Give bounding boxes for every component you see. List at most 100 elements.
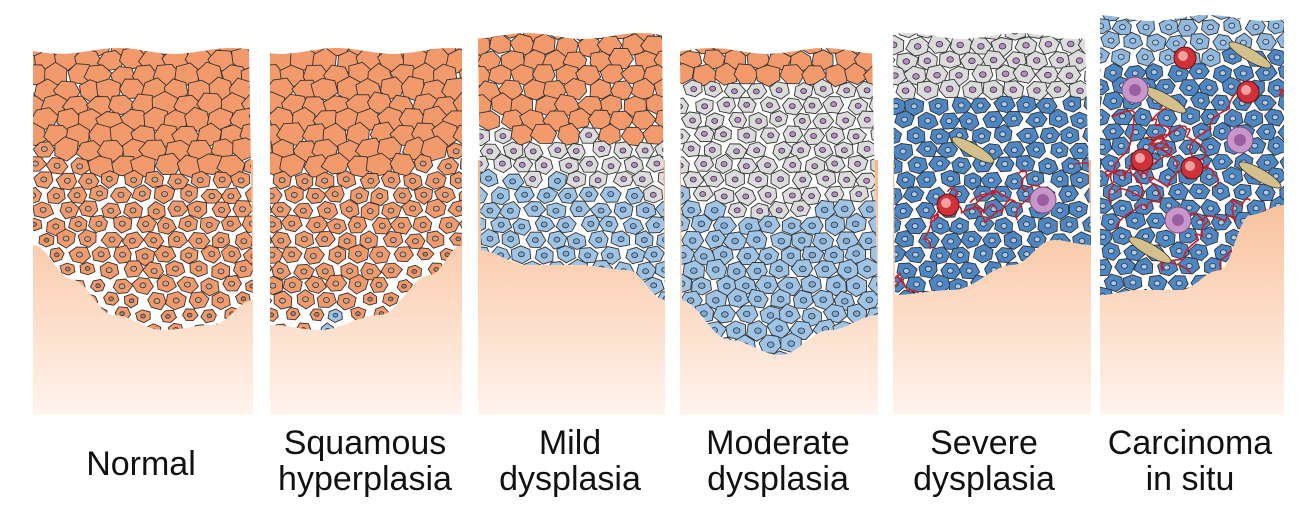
cell-nucleus — [936, 223, 944, 230]
cell-nucleus — [711, 118, 719, 124]
cell-nucleus — [808, 222, 816, 229]
cell-nucleus — [249, 283, 253, 289]
cell-nucleus — [912, 251, 919, 258]
cell-nucleus — [1117, 143, 1125, 149]
cell-nucleus — [509, 178, 516, 185]
cell-nucleus — [259, 266, 265, 271]
cell-nucleus — [799, 297, 808, 304]
cell-nucleus — [1294, 113, 1300, 118]
cell-nucleus — [239, 265, 247, 272]
caption-line: hyperplasia — [278, 460, 452, 498]
cell-nucleus — [753, 236, 761, 243]
cell-nucleus — [955, 72, 963, 79]
cell-nucleus — [886, 117, 892, 122]
cell-nucleus — [259, 327, 264, 331]
cell-nucleus — [397, 222, 405, 229]
cell-nucleus — [764, 253, 772, 260]
cell-nucleus — [788, 222, 796, 229]
cell — [452, 91, 462, 115]
cell-nucleus — [1011, 33, 1019, 35]
cell-nucleus — [819, 147, 826, 153]
cell-nucleus — [733, 207, 741, 214]
cell-nucleus — [354, 250, 362, 257]
cell-nucleus — [699, 191, 707, 198]
cell-nucleus — [680, 103, 683, 110]
cell-nucleus — [1140, 263, 1148, 270]
fibroblast — [951, 136, 995, 164]
caption-mild-dysplasia: Mild dysplasia — [472, 425, 668, 497]
cell-nucleus — [444, 163, 452, 170]
cell-nucleus — [1129, 37, 1137, 44]
cell-nucleus — [366, 208, 374, 214]
cell — [253, 323, 268, 335]
cell-nucleus — [1033, 236, 1041, 243]
cell-nucleus — [936, 160, 944, 167]
cell-nucleus — [1263, 159, 1271, 166]
cell-nucleus — [165, 314, 171, 319]
cell-nucleus — [743, 132, 751, 139]
cell-nucleus — [912, 132, 920, 139]
cell-nucleus — [1263, 128, 1271, 135]
cell-nucleus — [95, 220, 103, 227]
mitotic-cell-highlight — [1178, 51, 1188, 61]
cell-nucleus — [680, 133, 684, 140]
cell-nucleus — [690, 267, 698, 274]
cell-nucleus — [1023, 221, 1030, 228]
cell-nucleus — [321, 236, 329, 242]
cell-nucleus — [1197, 97, 1205, 104]
cell-nucleus — [979, 250, 987, 257]
cell-nucleus — [763, 282, 772, 289]
cell — [680, 128, 691, 146]
cell-nucleus — [642, 268, 650, 275]
cell-nucleus — [797, 205, 804, 212]
cell-nucleus — [84, 266, 91, 271]
cell-nucleus — [218, 176, 226, 183]
cell-nucleus — [987, 177, 995, 184]
cell-nucleus — [922, 207, 930, 214]
cell-nucleus — [840, 147, 848, 154]
cell-nucleus — [879, 26, 886, 32]
cell-nucleus — [605, 220, 613, 227]
cell-nucleus — [932, 193, 940, 200]
cell-nucleus — [278, 177, 286, 184]
cell-nucleus — [1088, 131, 1091, 138]
cell — [1277, 93, 1284, 112]
cell-nucleus — [661, 146, 665, 153]
cell-nucleus — [540, 252, 548, 259]
cell-nucleus — [313, 222, 321, 228]
cell-nucleus — [798, 117, 806, 124]
cell-nucleus — [331, 191, 339, 198]
cell-nucleus — [262, 239, 268, 244]
cell — [478, 138, 479, 159]
cell-nucleus — [843, 87, 851, 94]
atypical-nucleus — [1037, 194, 1049, 206]
cell-nucleus — [852, 133, 860, 140]
cell-nucleus — [185, 252, 192, 259]
cell-nucleus — [977, 43, 985, 50]
cell-nucleus — [562, 250, 570, 257]
cell-nucleus — [398, 192, 406, 199]
cell — [1189, 15, 1208, 24]
cell-nucleus — [431, 235, 439, 242]
cell-nucleus — [1044, 163, 1052, 169]
cell-nucleus — [956, 223, 964, 230]
cell — [870, 244, 878, 265]
cell — [33, 108, 37, 130]
cell-nucleus — [288, 251, 296, 258]
atypical-nucleus — [1172, 214, 1184, 226]
cell-nucleus — [734, 295, 742, 302]
cell — [657, 170, 665, 187]
cell-nucleus — [518, 223, 526, 230]
cell-nucleus — [194, 297, 202, 303]
cell-nucleus — [85, 178, 93, 185]
cell — [14, 143, 32, 159]
cell-nucleus — [552, 207, 560, 214]
cell-nucleus — [1078, 238, 1086, 244]
cell-nucleus — [956, 41, 964, 49]
cell-nucleus — [276, 267, 284, 274]
cell-nucleus — [1076, 176, 1084, 183]
cell-nucleus — [1296, 175, 1302, 180]
cell-nucleus — [258, 206, 264, 211]
cell-nucleus — [969, 177, 977, 184]
cell-nucleus — [1207, 205, 1214, 212]
